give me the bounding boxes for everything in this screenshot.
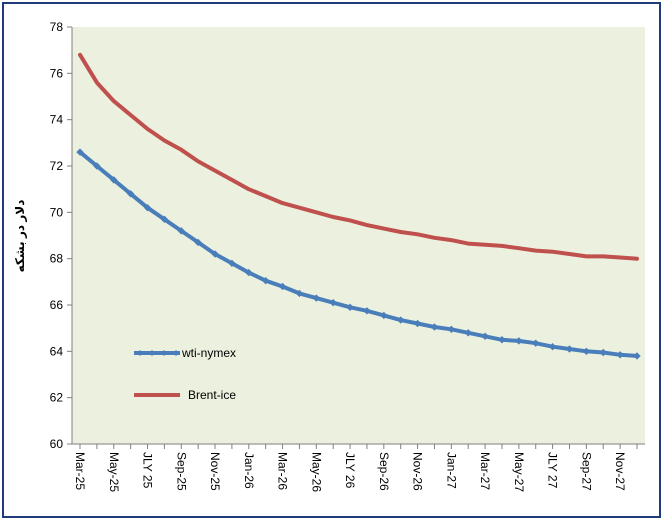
legend-marker-wti-nymex (137, 350, 143, 356)
data-point (532, 339, 540, 347)
x-axis-ticks: Mar-25 May-25 JLY 25 Sep-25 Nov-25 Jan-26 Mar-… (73, 444, 638, 492)
data-point (413, 319, 422, 328)
data-point (126, 190, 135, 198)
x-tick-label: Nov-25 (208, 452, 222, 491)
x-tick-label: Nov-26 (411, 452, 425, 491)
data-point (481, 332, 489, 340)
data-point (380, 311, 388, 320)
x-tick-label: Mar-26 (276, 452, 290, 490)
plot-area (72, 27, 645, 444)
x-tick-label: JLY 25 (141, 452, 155, 489)
axes (71, 27, 645, 445)
x-tick-label: JLY 26 (343, 452, 357, 489)
x-tick-label: May-26 (309, 452, 323, 492)
x-tick-label: Mar-25 (73, 452, 87, 490)
legend-marker-wti-nymex (173, 350, 179, 356)
y-axis-ticks: 60 62 64 66 68 70 72 74 76 78 (50, 20, 72, 451)
data-point (194, 238, 202, 247)
data-point (599, 348, 607, 357)
data-point (143, 203, 152, 212)
data-point (616, 351, 624, 359)
y-tick-label: 70 (50, 205, 64, 219)
data-point (228, 259, 236, 268)
y-tick-label: 76 (50, 66, 64, 80)
x-tick-label: JLY 27 (546, 452, 560, 489)
x-tick-label: Sep-27 (579, 452, 593, 491)
data-point (312, 294, 321, 302)
series-line-wti-nymex (78, 150, 639, 358)
series-line-brent-ice (78, 52, 639, 261)
data-point (177, 227, 185, 235)
x-tick-label: Sep-26 (377, 452, 391, 491)
data-point (261, 276, 270, 285)
legend-marker-wti-nymex (161, 350, 167, 356)
data-point (565, 345, 574, 353)
x-tick-label: May-27 (512, 452, 526, 492)
x-tick-label: Jan-27 (444, 452, 458, 489)
data-point (329, 298, 337, 307)
x-tick-label: May-25 (107, 452, 121, 492)
data-point (278, 282, 287, 291)
data-point (160, 215, 169, 223)
chart-frame: 60 62 64 66 68 70 72 74 76 78 Mar-25 May-25 JLY 25 S… (2, 2, 661, 518)
data-point (633, 352, 641, 360)
data-point (295, 289, 304, 298)
legend: wti-nymex Brent-ice (134, 346, 236, 402)
y-tick-label: 74 (50, 113, 64, 127)
data-point (515, 337, 523, 345)
y-tick-label: 78 (50, 20, 64, 34)
legend-marker-wti-nymex (149, 350, 155, 356)
y-axis-label: دلار در بشکه (13, 200, 27, 273)
data-point (447, 325, 456, 334)
x-tick-label: Nov-27 (613, 452, 627, 491)
y-tick-label: 72 (50, 159, 64, 173)
data-point (548, 342, 557, 351)
data-point (396, 316, 405, 324)
x-tick-label: Sep-25 (174, 452, 188, 491)
data-point (211, 250, 219, 258)
x-tick-label: Mar-27 (478, 452, 492, 490)
y-tick-label: 64 (50, 344, 64, 358)
data-point (498, 336, 506, 344)
data-point (430, 323, 439, 331)
y-tick-label: 60 (50, 437, 64, 451)
data-point (76, 148, 84, 156)
data-point (346, 303, 354, 312)
data-point (245, 268, 253, 277)
legend-label-brent-ice: Brent-ice (188, 388, 236, 402)
data-point (363, 307, 371, 315)
data-point (93, 162, 101, 170)
line-chart: 60 62 64 66 68 70 72 74 76 78 Mar-25 May-25 JLY 25 S… (13, 20, 645, 492)
y-tick-label: 66 (50, 298, 64, 312)
data-point (110, 176, 118, 184)
series-layer (76, 52, 641, 360)
y-tick-label: 68 (50, 252, 64, 266)
data-point (582, 347, 591, 356)
y-tick-label: 62 (50, 391, 64, 405)
legend-label-wti-nymex: wti-nymex (181, 346, 236, 360)
x-tick-label: Jan-26 (242, 452, 256, 489)
data-point (464, 329, 472, 337)
